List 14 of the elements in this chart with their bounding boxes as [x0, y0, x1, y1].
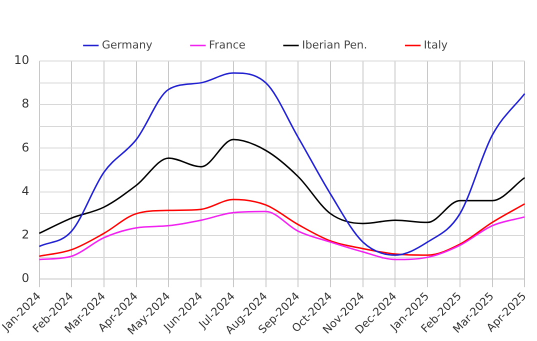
- y-tick-label: 10: [14, 53, 30, 68]
- line-series: [38, 138, 526, 234]
- line-series: [38, 198, 526, 257]
- y-tick-label: 2: [22, 228, 30, 242]
- legend-label: France: [208, 38, 246, 52]
- y-tick-label: 0: [22, 271, 30, 286]
- legend-label: Iberian Pen.: [302, 38, 368, 52]
- y-tick-label: 4: [22, 184, 30, 198]
- y-tick-label: 8: [22, 96, 30, 111]
- legend-label: Italy: [424, 38, 448, 52]
- legend-label: Germany: [102, 38, 153, 52]
- line-series: [38, 72, 526, 256]
- line-series: [38, 210, 526, 260]
- y-tick-label: 6: [22, 140, 30, 154]
